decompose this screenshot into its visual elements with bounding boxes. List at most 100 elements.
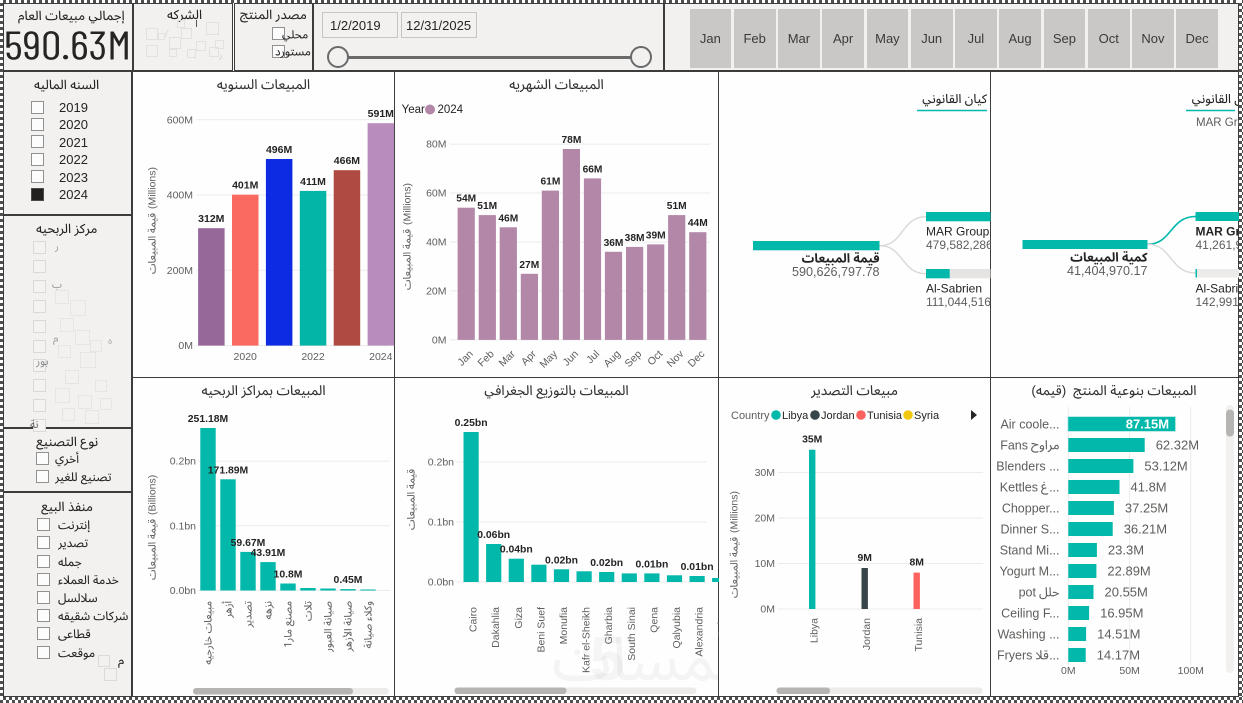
svg-text:9M: 9M xyxy=(857,553,871,564)
svg-text:Kafr el-Sheikh: Kafr el-Sheikh xyxy=(581,607,593,673)
svg-text:Beni Suef: Beni Suef xyxy=(535,607,547,653)
svg-text:0M: 0M xyxy=(178,340,193,352)
svg-text:0.2bn: 0.2bn xyxy=(170,456,196,468)
svg-text:Feb: Feb xyxy=(476,348,497,369)
svg-text:20.55M: 20.55M xyxy=(1105,584,1148,599)
svg-text:Fans: Fans xyxy=(1000,438,1028,452)
svg-text:0.06bn: 0.06bn xyxy=(477,530,510,541)
svg-text:40M: 40M xyxy=(426,237,446,249)
svg-text:0.01bn: 0.01bn xyxy=(635,559,668,570)
svg-text:41.8M: 41.8M xyxy=(1131,479,1167,494)
svg-text:Syria: Syria xyxy=(914,410,940,422)
svg-text:Blenders ...: Blenders ... xyxy=(996,459,1059,473)
svg-text:(Millions): (Millions) xyxy=(402,183,414,225)
svg-text:0M: 0M xyxy=(760,604,775,616)
svg-text:53.12M: 53.12M xyxy=(1144,458,1187,473)
svg-text:Monufia: Monufia xyxy=(558,607,570,645)
svg-text:Giza: Giza xyxy=(513,607,525,629)
svg-text:0.45M: 0.45M xyxy=(334,575,363,586)
svg-text:401M: 401M xyxy=(232,180,259,192)
svg-text:Jan: Jan xyxy=(455,348,476,369)
svg-text:Libya: Libya xyxy=(782,410,809,422)
svg-text:14.51M: 14.51M xyxy=(1097,626,1140,641)
svg-text:14.17M: 14.17M xyxy=(1097,647,1140,662)
svg-text:479,582,286.29: 479,582,286.29 xyxy=(926,238,991,252)
svg-text:0.0bn: 0.0bn xyxy=(170,585,196,597)
svg-text:23.3M: 23.3M xyxy=(1108,542,1144,557)
svg-text:MAR Group: MAR Group xyxy=(1196,117,1239,129)
svg-text:Dec: Dec xyxy=(686,348,708,370)
svg-text:20M: 20M xyxy=(426,285,446,297)
svg-text:Gharbia: Gharbia xyxy=(603,607,615,645)
svg-text:Libya: Libya xyxy=(809,618,821,643)
svg-text:41,261,978.54: 41,261,978.54 xyxy=(1196,238,1240,252)
svg-text:591M: 591M xyxy=(368,108,395,120)
svg-text:0.02bn: 0.02bn xyxy=(590,558,623,569)
svg-text:411M: 411M xyxy=(300,176,326,188)
svg-text:16.95M: 16.95M xyxy=(1100,605,1143,620)
svg-text:MAR Group: MAR Group xyxy=(1196,225,1240,239)
svg-text:Oct: Oct xyxy=(645,348,665,368)
svg-text:100M: 100M xyxy=(1178,665,1204,677)
svg-text:0.04bn: 0.04bn xyxy=(500,545,533,556)
svg-text:(Millions): (Millions) xyxy=(147,167,159,209)
svg-text:0.02bn: 0.02bn xyxy=(545,555,578,566)
svg-text:Washing ...: Washing ... xyxy=(997,627,1059,641)
svg-text:Mar: Mar xyxy=(497,348,519,370)
svg-text:200M: 200M xyxy=(167,265,193,277)
svg-text:Al-Sabrien: Al-Sabrien xyxy=(1196,282,1240,296)
svg-text:8M: 8M xyxy=(909,558,923,569)
svg-text:66M: 66M xyxy=(583,164,603,175)
svg-text:Chopper...: Chopper... xyxy=(1002,501,1060,515)
svg-text:10M: 10M xyxy=(755,558,775,570)
svg-text:59.67M: 59.67M xyxy=(231,538,266,549)
svg-text:60M: 60M xyxy=(426,188,446,200)
svg-text:39M: 39M xyxy=(646,230,666,241)
svg-text:466M: 466M xyxy=(334,155,361,167)
svg-text:Jordan: Jordan xyxy=(821,410,855,422)
svg-text:36.21M: 36.21M xyxy=(1124,521,1167,536)
svg-text:Year: Year xyxy=(402,104,425,116)
svg-text:22.89M: 22.89M xyxy=(1107,563,1150,578)
svg-text:0M: 0M xyxy=(432,334,447,346)
svg-text:0M: 0M xyxy=(1061,665,1076,677)
svg-text:54M: 54M xyxy=(456,194,476,205)
svg-text:44M: 44M xyxy=(688,218,708,229)
svg-text:251.18M: 251.18M xyxy=(188,414,228,425)
svg-text:61M: 61M xyxy=(540,177,560,188)
svg-text:2024: 2024 xyxy=(438,104,464,116)
svg-text:51M: 51M xyxy=(477,201,497,212)
svg-text:2024: 2024 xyxy=(369,351,393,363)
svg-text:Yogurt M...: Yogurt M... xyxy=(1000,564,1060,578)
svg-text:Apr: Apr xyxy=(519,348,539,368)
svg-text:62.32M: 62.32M xyxy=(1156,437,1199,452)
svg-text:Nov: Nov xyxy=(665,348,687,370)
svg-text:Jul: Jul xyxy=(584,348,602,366)
svg-text:36M: 36M xyxy=(604,238,624,249)
svg-text:46M: 46M xyxy=(498,213,518,224)
svg-text:Ceiling F...: Ceiling F... xyxy=(1001,606,1059,620)
svg-text:Qena: Qena xyxy=(648,607,660,633)
svg-text:0.2bn: 0.2bn xyxy=(428,457,454,469)
svg-text:Qalyubia: Qalyubia xyxy=(671,607,683,649)
svg-text:142,991.63: 142,991.63 xyxy=(1196,295,1240,309)
svg-text:Tunisia: Tunisia xyxy=(913,618,925,652)
svg-text:0.01bn: 0.01bn xyxy=(681,562,714,573)
svg-text:South Sinai: South Sinai xyxy=(626,607,638,661)
svg-text:Sohag: Sohag xyxy=(716,607,719,638)
svg-text:43.91M: 43.91M xyxy=(251,548,286,559)
svg-text:0.0bn: 0.0bn xyxy=(428,577,454,589)
svg-text:Cairo: Cairo xyxy=(468,607,480,632)
svg-text:(Billions): (Billions) xyxy=(147,475,159,515)
svg-text:Stand Mi...: Stand Mi... xyxy=(1000,543,1060,557)
svg-text:80M: 80M xyxy=(426,139,446,151)
svg-text:0.25bn: 0.25bn xyxy=(455,418,488,429)
svg-text:171.89M: 171.89M xyxy=(208,465,248,476)
svg-text:111,044,516.49: 111,044,516.49 xyxy=(926,295,991,309)
svg-text:MAR Group: MAR Group xyxy=(926,225,990,239)
svg-text:51M: 51M xyxy=(667,201,687,212)
svg-text:50M: 50M xyxy=(1119,665,1139,677)
svg-text:37.25M: 37.25M xyxy=(1125,500,1168,515)
svg-text:496M: 496M xyxy=(266,144,293,156)
svg-text:35M: 35M xyxy=(802,435,822,446)
